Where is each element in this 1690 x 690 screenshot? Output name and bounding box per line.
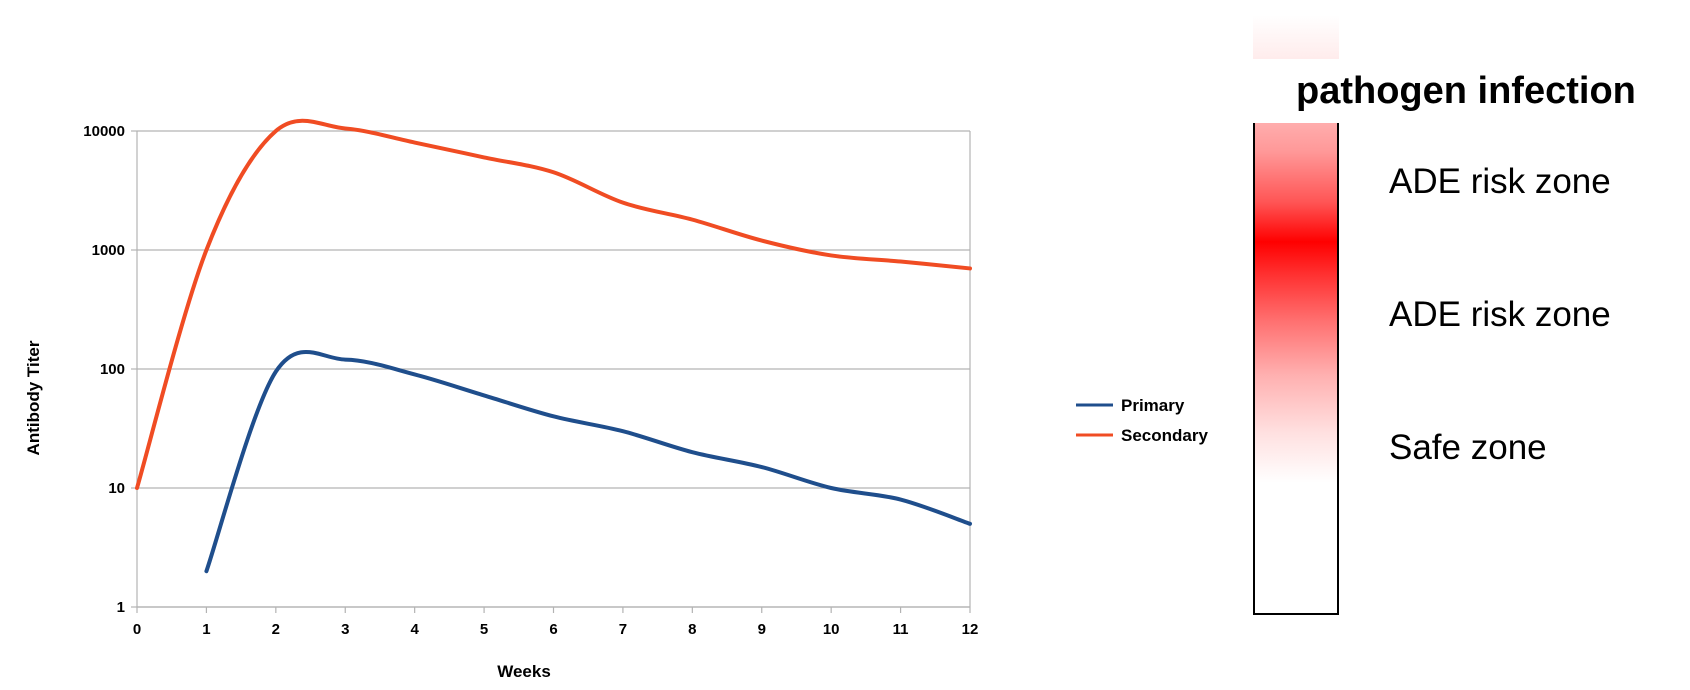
y-tick-label: 10 [108, 480, 125, 497]
x-tick-label: 12 [962, 621, 979, 638]
y-tick-label: 10000 [83, 123, 125, 140]
legend-item-primary: Primary [1076, 396, 1185, 415]
x-axis-title: Weeks [497, 662, 551, 681]
x-tick-label: 11 [893, 621, 909, 638]
plot-frame [131, 130, 971, 613]
legend[interactable]: Primary Secondary [1076, 396, 1208, 445]
grid-lines [137, 130, 970, 608]
y-tick-label: 1 [117, 599, 125, 616]
x-tick-label: 8 [688, 621, 696, 638]
series-line-secondary [135, 118, 972, 490]
x-tick-labels: 0 1 2 3 4 5 6 7 8 9 10 11 12 [133, 621, 979, 638]
series-line-primary [204, 350, 972, 574]
x-tick-label: 2 [272, 621, 280, 638]
x-tick-label: 0 [133, 621, 141, 638]
x-tick-label: 9 [758, 621, 766, 638]
x-tick-label: 1 [202, 621, 210, 638]
y-tick-label: 100 [100, 361, 125, 378]
legend-item-secondary: Secondary [1076, 426, 1208, 445]
x-tick-label: 5 [480, 621, 488, 638]
x-tick-label: 7 [619, 621, 627, 638]
y-axis-title: Antibody Titer [24, 340, 43, 455]
y-tick-label: 1000 [92, 242, 125, 259]
legend-label: Primary [1121, 396, 1185, 415]
x-tick-label: 3 [341, 621, 349, 638]
y-tick-labels: 1 10 100 1000 10000 [83, 123, 125, 616]
series-layer [135, 118, 972, 574]
x-tick-label: 4 [410, 621, 419, 638]
x-tick-label: 10 [823, 621, 840, 638]
x-tick-label: 6 [549, 621, 557, 638]
legend-label: Secondary [1121, 426, 1208, 445]
